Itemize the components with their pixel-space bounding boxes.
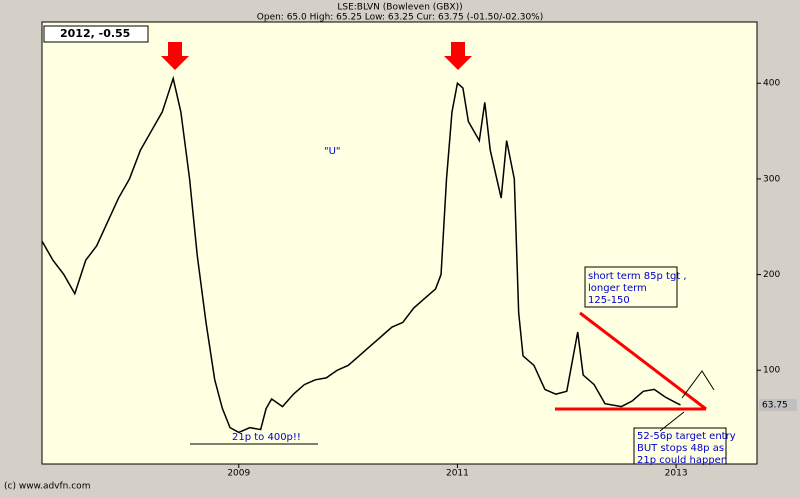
- annotation: BUT stops 48p as: [637, 443, 724, 454]
- chart-subtitle: Open: 65.0 High: 65.25 Low: 63.25 Cur: 6…: [257, 13, 543, 23]
- current-label: 63.75: [762, 400, 788, 410]
- arrow: [161, 42, 189, 70]
- y-tick-label: 400: [763, 79, 780, 89]
- info-text: 2012, -0.55: [60, 27, 130, 40]
- y-tick-label: 200: [763, 270, 780, 280]
- info-box: [43, 25, 149, 43]
- footer: (c) www.advfn.com: [4, 482, 90, 492]
- annotation: 21p to 400p!!: [232, 432, 301, 443]
- annotation: short term 85p tgt ,: [588, 271, 687, 282]
- plot-area: [41, 21, 758, 465]
- annotation: 21p could happen: [637, 455, 727, 466]
- note-box: [633, 427, 727, 465]
- x-tick-label: 2013: [665, 469, 688, 479]
- annotation: "U": [324, 146, 341, 157]
- pointer: [659, 411, 685, 432]
- x-tick-label: 2011: [446, 469, 469, 479]
- y-tick-label: 300: [763, 174, 780, 184]
- trend-line: [579, 311, 707, 411]
- annotation: 125-150: [588, 295, 630, 306]
- chart-title: LSE:BLVN (Bowleven (GBX)): [337, 3, 462, 13]
- projection-arrow: [681, 370, 715, 399]
- annotation: 52-56p target entry: [637, 431, 736, 442]
- note-box: [584, 266, 678, 308]
- arrow: [444, 42, 472, 70]
- annotation: longer term: [588, 283, 647, 294]
- current-box: [759, 398, 797, 411]
- y-tick-label: 100: [763, 366, 780, 376]
- price-line: [41, 75, 681, 434]
- x-tick-label: 2009: [227, 469, 250, 479]
